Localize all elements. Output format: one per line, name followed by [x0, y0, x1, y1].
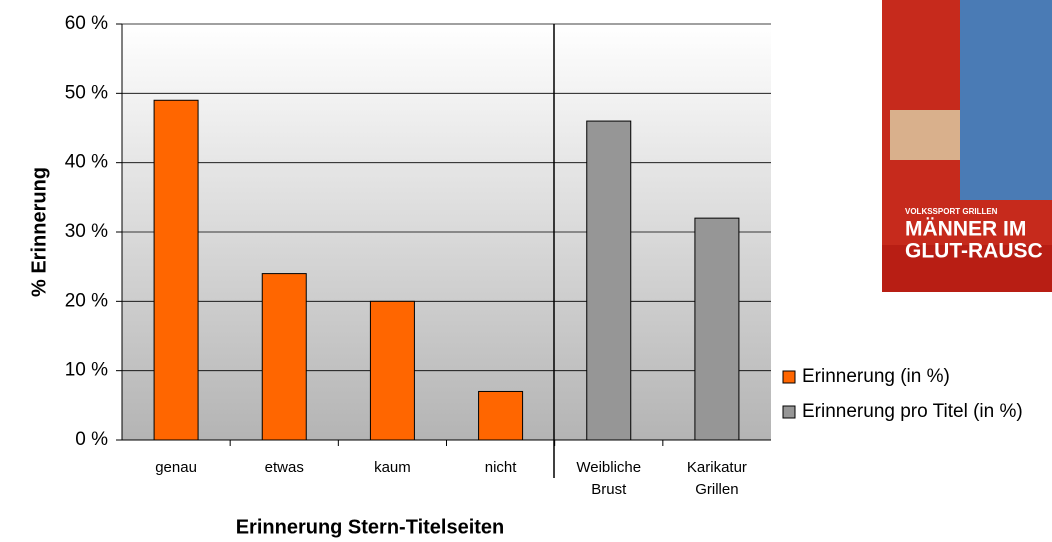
y-tick-label: 50 % — [65, 82, 108, 103]
legend-label: Erinnerung (in %) — [802, 366, 950, 387]
legend-label: Erinnerung pro Titel (in %) — [802, 401, 1023, 422]
x-tick-label: genau — [155, 459, 197, 476]
cover-text: GLUT-RAUSC — [905, 240, 1043, 263]
bar — [478, 390, 524, 441]
cover-text: MÄNNER IM — [905, 218, 1026, 241]
x-tick-label: Weibliche Brust — [576, 459, 642, 498]
y-tick-label: 10 % — [65, 360, 108, 381]
y-tick-label: 30 % — [65, 221, 108, 242]
legend-swatch — [782, 405, 796, 419]
x-tick-label: nicht — [484, 459, 517, 476]
bar — [261, 273, 307, 441]
y-axis-title: % Erinnerung — [28, 167, 50, 297]
cover-image: VOLKSSPORT GRILLEN MÄNNER IM GLUT-RAUSC — [882, 0, 1052, 292]
x-tick-label: etwas — [264, 459, 304, 476]
y-tick-label: 60 % — [65, 13, 108, 34]
bar — [153, 99, 199, 441]
bar — [369, 300, 415, 441]
y-tick-label: 20 % — [65, 290, 108, 311]
x-tick-label: Karikatur Grillen — [686, 459, 747, 498]
x-tick-label: kaum — [374, 459, 411, 476]
bar — [586, 120, 632, 441]
x-axis-title: Erinnerung Stern-Titelseiten — [236, 516, 505, 538]
legend-swatch — [782, 370, 796, 384]
y-tick-label: 0 % — [75, 429, 108, 450]
y-tick-label: 40 % — [65, 152, 108, 173]
cover-text: VOLKSSPORT GRILLEN — [905, 207, 998, 216]
bar — [694, 217, 740, 441]
